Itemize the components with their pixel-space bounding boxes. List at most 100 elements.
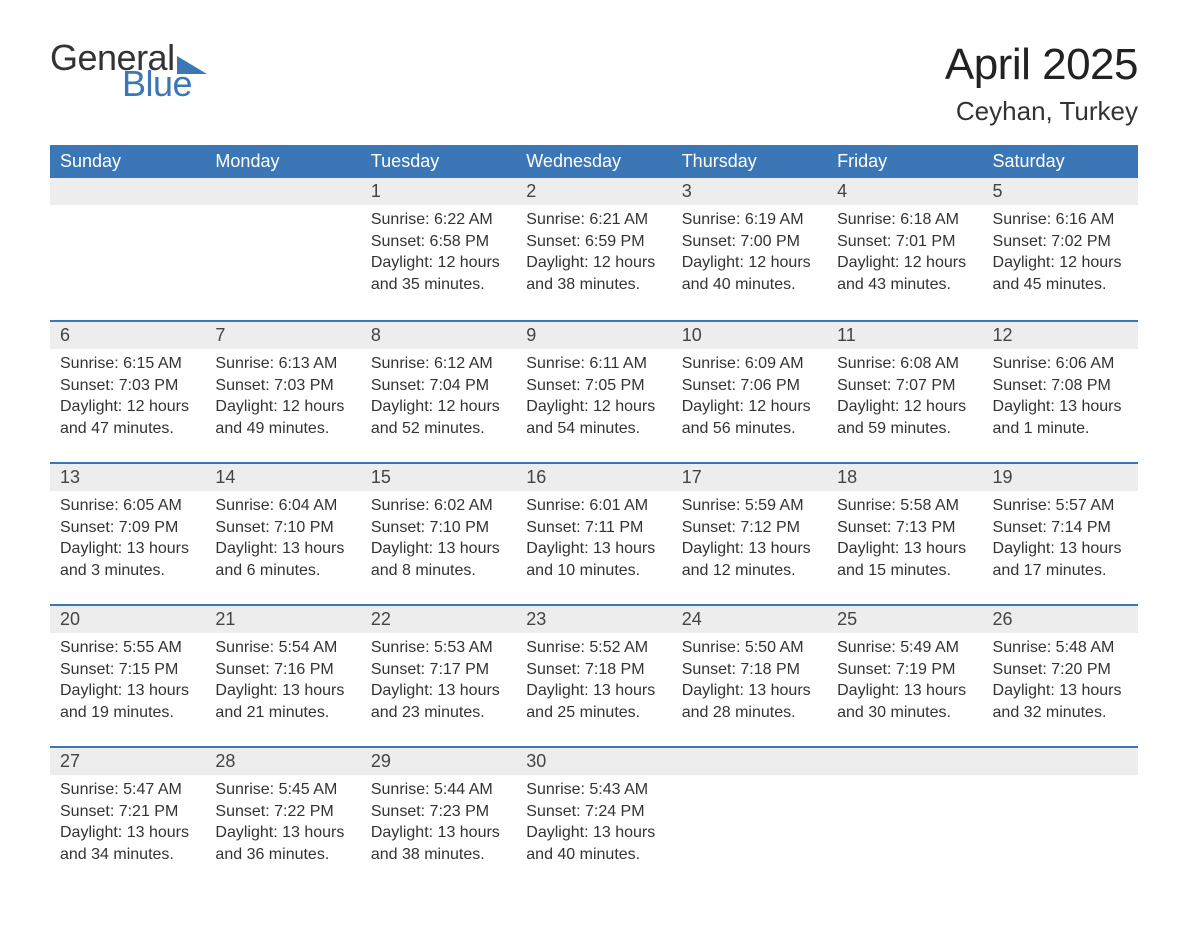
day-number: 28: [205, 746, 360, 775]
sunrise-text: Sunrise: 5:44 AM: [371, 779, 506, 801]
day-details: Sunrise: 6:08 AMSunset: 7:07 PMDaylight:…: [827, 349, 982, 447]
sunset-text: Sunset: 7:07 PM: [837, 375, 972, 397]
daylight-text: Daylight: 12 hours and 54 minutes.: [526, 396, 661, 439]
day-details: [205, 205, 360, 217]
day-number: 29: [361, 746, 516, 775]
day-number: 5: [983, 178, 1138, 205]
day-details: Sunrise: 6:01 AMSunset: 7:11 PMDaylight:…: [516, 491, 671, 589]
day-number: 22: [361, 604, 516, 633]
day-details: Sunrise: 5:58 AMSunset: 7:13 PMDaylight:…: [827, 491, 982, 589]
sunrise-text: Sunrise: 5:55 AM: [60, 637, 195, 659]
sunrise-text: Sunrise: 6:02 AM: [371, 495, 506, 517]
daylight-text: Daylight: 13 hours and 17 minutes.: [993, 538, 1128, 581]
sunrise-text: Sunrise: 5:50 AM: [682, 637, 817, 659]
calendar-cell: 13Sunrise: 6:05 AMSunset: 7:09 PMDayligh…: [50, 462, 205, 604]
sunrise-text: Sunrise: 5:58 AM: [837, 495, 972, 517]
calendar-cell: 14Sunrise: 6:04 AMSunset: 7:10 PMDayligh…: [205, 462, 360, 604]
day-number: 17: [672, 462, 827, 491]
day-number: 16: [516, 462, 671, 491]
sunrise-text: Sunrise: 6:12 AM: [371, 353, 506, 375]
sunrise-text: Sunrise: 6:04 AM: [215, 495, 350, 517]
day-details: Sunrise: 5:52 AMSunset: 7:18 PMDaylight:…: [516, 633, 671, 731]
calendar-cell: 20Sunrise: 5:55 AMSunset: 7:15 PMDayligh…: [50, 604, 205, 746]
logo-text-blue: Blue: [122, 66, 207, 102]
day-details: Sunrise: 6:11 AMSunset: 7:05 PMDaylight:…: [516, 349, 671, 447]
daylight-text: Daylight: 12 hours and 35 minutes.: [371, 252, 506, 295]
day-number: 13: [50, 462, 205, 491]
calendar-cell: 16Sunrise: 6:01 AMSunset: 7:11 PMDayligh…: [516, 462, 671, 604]
day-number: 21: [205, 604, 360, 633]
day-number: [50, 178, 205, 205]
sunset-text: Sunset: 7:01 PM: [837, 231, 972, 253]
day-details: Sunrise: 5:45 AMSunset: 7:22 PMDaylight:…: [205, 775, 360, 873]
sunrise-text: Sunrise: 6:05 AM: [60, 495, 195, 517]
daylight-text: Daylight: 12 hours and 52 minutes.: [371, 396, 506, 439]
sunrise-text: Sunrise: 6:21 AM: [526, 209, 661, 231]
calendar-cell: 23Sunrise: 5:52 AMSunset: 7:18 PMDayligh…: [516, 604, 671, 746]
calendar-cell: 8Sunrise: 6:12 AMSunset: 7:04 PMDaylight…: [361, 320, 516, 462]
day-number: 27: [50, 746, 205, 775]
day-details: Sunrise: 5:47 AMSunset: 7:21 PMDaylight:…: [50, 775, 205, 873]
day-details: Sunrise: 5:50 AMSunset: 7:18 PMDaylight:…: [672, 633, 827, 731]
day-number: 3: [672, 178, 827, 205]
day-number: 24: [672, 604, 827, 633]
daylight-text: Daylight: 13 hours and 12 minutes.: [682, 538, 817, 581]
sunset-text: Sunset: 7:09 PM: [60, 517, 195, 539]
day-details: [672, 775, 827, 787]
calendar-cell: 26Sunrise: 5:48 AMSunset: 7:20 PMDayligh…: [983, 604, 1138, 746]
calendar-week-row: 27Sunrise: 5:47 AMSunset: 7:21 PMDayligh…: [50, 746, 1138, 888]
calendar-cell: 17Sunrise: 5:59 AMSunset: 7:12 PMDayligh…: [672, 462, 827, 604]
sunset-text: Sunset: 7:02 PM: [993, 231, 1128, 253]
sunset-text: Sunset: 7:18 PM: [682, 659, 817, 681]
day-details: Sunrise: 6:12 AMSunset: 7:04 PMDaylight:…: [361, 349, 516, 447]
sunset-text: Sunset: 7:03 PM: [60, 375, 195, 397]
daylight-text: Daylight: 13 hours and 32 minutes.: [993, 680, 1128, 723]
day-details: Sunrise: 5:43 AMSunset: 7:24 PMDaylight:…: [516, 775, 671, 873]
day-details: Sunrise: 6:13 AMSunset: 7:03 PMDaylight:…: [205, 349, 360, 447]
day-details: Sunrise: 5:44 AMSunset: 7:23 PMDaylight:…: [361, 775, 516, 873]
daylight-text: Daylight: 12 hours and 40 minutes.: [682, 252, 817, 295]
day-number: 9: [516, 320, 671, 349]
day-number: 1: [361, 178, 516, 205]
day-details: Sunrise: 6:05 AMSunset: 7:09 PMDaylight:…: [50, 491, 205, 589]
daylight-text: Daylight: 12 hours and 56 minutes.: [682, 396, 817, 439]
day-details: Sunrise: 6:15 AMSunset: 7:03 PMDaylight:…: [50, 349, 205, 447]
calendar-cell: 2Sunrise: 6:21 AMSunset: 6:59 PMDaylight…: [516, 178, 671, 320]
day-details: Sunrise: 5:57 AMSunset: 7:14 PMDaylight:…: [983, 491, 1138, 589]
column-header: Thursday: [672, 145, 827, 178]
calendar-table: SundayMondayTuesdayWednesdayThursdayFrid…: [50, 145, 1138, 888]
sunrise-text: Sunrise: 5:57 AM: [993, 495, 1128, 517]
sunset-text: Sunset: 7:24 PM: [526, 801, 661, 823]
sunset-text: Sunset: 7:04 PM: [371, 375, 506, 397]
calendar-cell: 18Sunrise: 5:58 AMSunset: 7:13 PMDayligh…: [827, 462, 982, 604]
sunset-text: Sunset: 7:17 PM: [371, 659, 506, 681]
sunset-text: Sunset: 7:00 PM: [682, 231, 817, 253]
daylight-text: Daylight: 12 hours and 49 minutes.: [215, 396, 350, 439]
calendar-cell: 5Sunrise: 6:16 AMSunset: 7:02 PMDaylight…: [983, 178, 1138, 320]
day-number: 8: [361, 320, 516, 349]
calendar-cell: 3Sunrise: 6:19 AMSunset: 7:00 PMDaylight…: [672, 178, 827, 320]
day-number: 20: [50, 604, 205, 633]
daylight-text: Daylight: 13 hours and 28 minutes.: [682, 680, 817, 723]
daylight-text: Daylight: 12 hours and 38 minutes.: [526, 252, 661, 295]
calendar-cell: 24Sunrise: 5:50 AMSunset: 7:18 PMDayligh…: [672, 604, 827, 746]
sunset-text: Sunset: 7:20 PM: [993, 659, 1128, 681]
sunset-text: Sunset: 6:59 PM: [526, 231, 661, 253]
daylight-text: Daylight: 13 hours and 40 minutes.: [526, 822, 661, 865]
sunset-text: Sunset: 7:13 PM: [837, 517, 972, 539]
sunrise-text: Sunrise: 5:47 AM: [60, 779, 195, 801]
calendar-cell: 21Sunrise: 5:54 AMSunset: 7:16 PMDayligh…: [205, 604, 360, 746]
daylight-text: Daylight: 12 hours and 47 minutes.: [60, 396, 195, 439]
calendar-cell: 1Sunrise: 6:22 AMSunset: 6:58 PMDaylight…: [361, 178, 516, 320]
day-details: [50, 205, 205, 217]
day-details: Sunrise: 6:16 AMSunset: 7:02 PMDaylight:…: [983, 205, 1138, 303]
day-number: 26: [983, 604, 1138, 633]
day-number: 14: [205, 462, 360, 491]
daylight-text: Daylight: 13 hours and 23 minutes.: [371, 680, 506, 723]
calendar-week-row: 1Sunrise: 6:22 AMSunset: 6:58 PMDaylight…: [50, 178, 1138, 320]
sunset-text: Sunset: 7:08 PM: [993, 375, 1128, 397]
day-details: Sunrise: 6:02 AMSunset: 7:10 PMDaylight:…: [361, 491, 516, 589]
daylight-text: Daylight: 12 hours and 43 minutes.: [837, 252, 972, 295]
sunrise-text: Sunrise: 6:01 AM: [526, 495, 661, 517]
day-details: Sunrise: 5:59 AMSunset: 7:12 PMDaylight:…: [672, 491, 827, 589]
